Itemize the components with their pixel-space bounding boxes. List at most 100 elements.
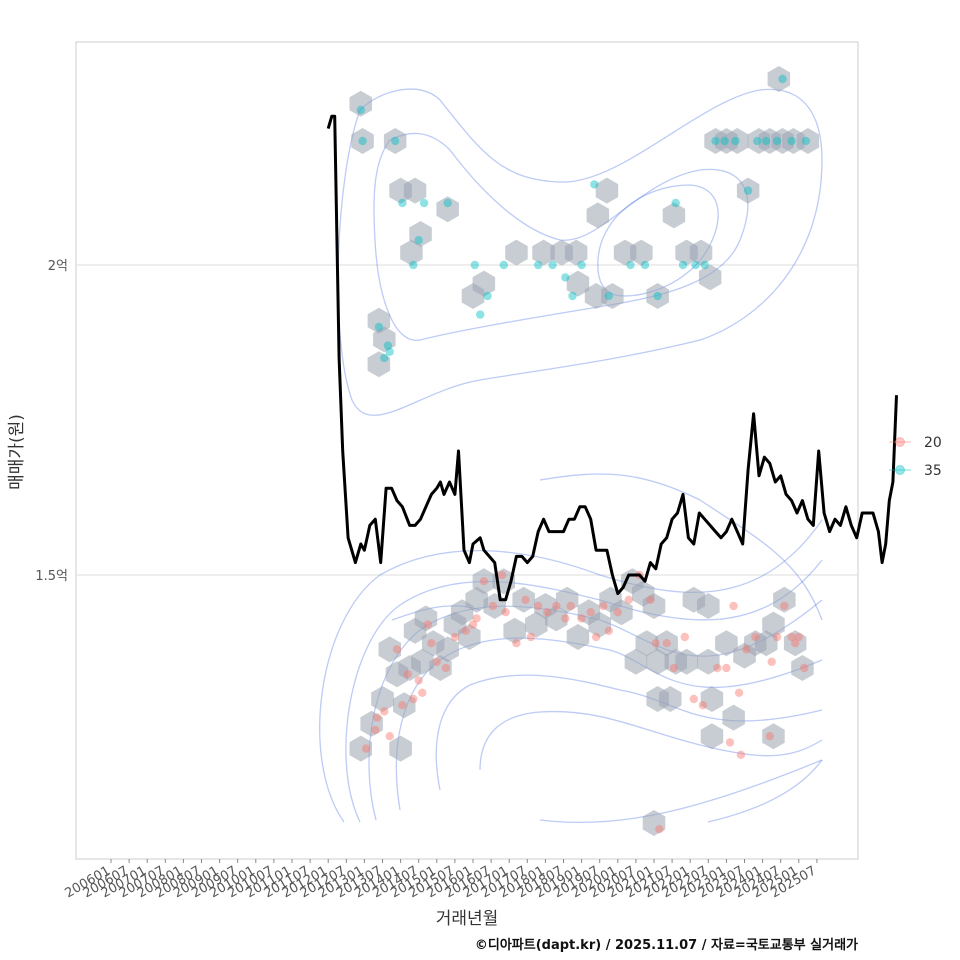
data-point-20 xyxy=(680,632,689,642)
data-point-20 xyxy=(472,614,481,623)
data-point-35 xyxy=(398,198,407,208)
data-point-20 xyxy=(534,601,543,611)
data-point-20 xyxy=(409,694,418,704)
hexbin xyxy=(715,630,738,657)
data-point-35 xyxy=(568,291,577,301)
density-contour xyxy=(707,759,823,823)
data-point-20 xyxy=(418,688,427,697)
hexbin xyxy=(642,810,666,836)
data-point-35 xyxy=(374,322,384,332)
data-point-20 xyxy=(552,601,561,611)
hexbin xyxy=(458,624,481,650)
hexbin xyxy=(586,202,610,229)
data-point-20 xyxy=(604,626,613,635)
hexbin xyxy=(700,686,724,712)
data-point-20 xyxy=(362,744,371,753)
hexbin xyxy=(512,586,535,613)
hexbin xyxy=(662,202,686,229)
data-point-20 xyxy=(646,595,655,604)
data-point-20 xyxy=(566,601,575,611)
median-line-layer xyxy=(326,114,898,602)
data-point-20 xyxy=(521,595,530,604)
hexbin xyxy=(373,326,396,353)
data-point-35 xyxy=(476,310,485,319)
hexbin xyxy=(762,723,785,750)
data-point-20 xyxy=(479,577,489,586)
hexbin xyxy=(697,648,720,675)
data-point-20 xyxy=(526,632,536,642)
data-point-35 xyxy=(678,260,688,270)
data-point-20 xyxy=(432,657,441,666)
hexbin xyxy=(371,686,394,712)
hexbin xyxy=(642,593,666,619)
median-price-line xyxy=(326,114,898,602)
data-point-20 xyxy=(662,639,671,648)
hexbin xyxy=(393,692,416,719)
data-point-20 xyxy=(586,608,595,617)
hexbin xyxy=(400,239,423,266)
data-point-20 xyxy=(468,620,478,629)
data-point-20 xyxy=(787,632,796,642)
data-point-20 xyxy=(423,620,432,629)
hexbin xyxy=(367,351,391,378)
data-point-35 xyxy=(414,236,423,245)
data-point-35 xyxy=(711,136,720,146)
legend-key-point-20 xyxy=(895,437,905,447)
hexbin xyxy=(736,177,760,204)
data-point-20 xyxy=(497,570,507,580)
hexbin xyxy=(349,735,372,762)
data-point-20 xyxy=(385,732,394,741)
hexbin xyxy=(595,177,619,204)
grid-layer xyxy=(76,264,858,576)
data-point-35 xyxy=(691,260,700,270)
hexbin xyxy=(566,624,590,650)
data-point-20 xyxy=(772,632,782,642)
hexbin xyxy=(545,605,568,632)
data-point-20 xyxy=(591,632,601,642)
hexbin xyxy=(360,710,383,737)
data-point-35 xyxy=(604,291,613,301)
hexbin xyxy=(675,648,698,675)
hexbin xyxy=(722,704,745,731)
hexbin xyxy=(700,723,724,750)
data-point-20 xyxy=(725,738,735,747)
hexbin xyxy=(698,264,722,291)
data-point-20 xyxy=(624,595,633,604)
data-point-20 xyxy=(800,663,809,673)
data-point-20 xyxy=(742,645,751,654)
data-point-20 xyxy=(577,614,586,623)
legend-item-20[interactable]: 20 xyxy=(889,435,942,451)
data-point-35 xyxy=(720,136,729,146)
data-point-35 xyxy=(753,136,762,146)
data-point-35 xyxy=(801,136,811,146)
data-point-20 xyxy=(543,608,552,617)
data-point-35 xyxy=(358,136,367,146)
data-point-20 xyxy=(501,608,510,617)
hexbin xyxy=(378,636,401,663)
data-point-20 xyxy=(767,657,776,666)
hexbin xyxy=(646,283,669,309)
data-point-35 xyxy=(762,136,771,146)
hexbin xyxy=(646,648,669,675)
data-point-35 xyxy=(626,260,635,270)
hexbin xyxy=(659,686,682,712)
data-point-20 xyxy=(372,713,382,722)
data-point-20 xyxy=(794,632,803,642)
data-point-20 xyxy=(751,632,760,642)
legend-item-35[interactable]: 35 xyxy=(889,463,942,479)
data-point-20 xyxy=(599,601,608,611)
data-point-20 xyxy=(380,707,389,716)
hexbin xyxy=(610,599,633,626)
data-point-20 xyxy=(441,663,451,673)
hexbin xyxy=(525,611,548,638)
hexbin xyxy=(624,648,648,675)
data-point-35 xyxy=(443,198,452,208)
density-contour xyxy=(373,132,749,341)
data-point-20 xyxy=(392,645,402,654)
density-contour xyxy=(435,674,823,791)
data-point-20 xyxy=(461,626,470,635)
data-point-35 xyxy=(671,198,680,208)
hexbin xyxy=(796,128,820,154)
hexbin xyxy=(383,128,407,154)
hexbin xyxy=(429,655,452,681)
